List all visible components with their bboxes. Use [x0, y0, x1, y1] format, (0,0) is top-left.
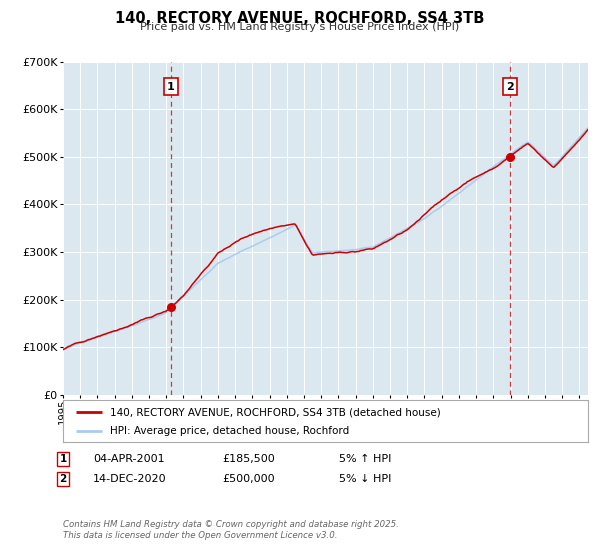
Text: 140, RECTORY AVENUE, ROCHFORD, SS4 3TB: 140, RECTORY AVENUE, ROCHFORD, SS4 3TB	[115, 11, 485, 26]
Text: Price paid vs. HM Land Registry’s House Price Index (HPI): Price paid vs. HM Land Registry’s House …	[140, 22, 460, 32]
Text: £500,000: £500,000	[222, 474, 275, 484]
Text: Contains HM Land Registry data © Crown copyright and database right 2025.
This d: Contains HM Land Registry data © Crown c…	[63, 520, 399, 540]
Text: 1: 1	[167, 82, 175, 92]
Text: £185,500: £185,500	[222, 454, 275, 464]
Text: 5% ↓ HPI: 5% ↓ HPI	[339, 474, 391, 484]
Text: 140, RECTORY AVENUE, ROCHFORD, SS4 3TB (detached house): 140, RECTORY AVENUE, ROCHFORD, SS4 3TB (…	[110, 407, 441, 417]
Text: HPI: Average price, detached house, Rochford: HPI: Average price, detached house, Roch…	[110, 427, 349, 436]
Text: 2: 2	[506, 82, 514, 92]
Text: 14-DEC-2020: 14-DEC-2020	[93, 474, 167, 484]
Text: 5% ↑ HPI: 5% ↑ HPI	[339, 454, 391, 464]
Text: 1: 1	[59, 454, 67, 464]
Text: 2: 2	[59, 474, 67, 484]
Text: 04-APR-2001: 04-APR-2001	[93, 454, 164, 464]
